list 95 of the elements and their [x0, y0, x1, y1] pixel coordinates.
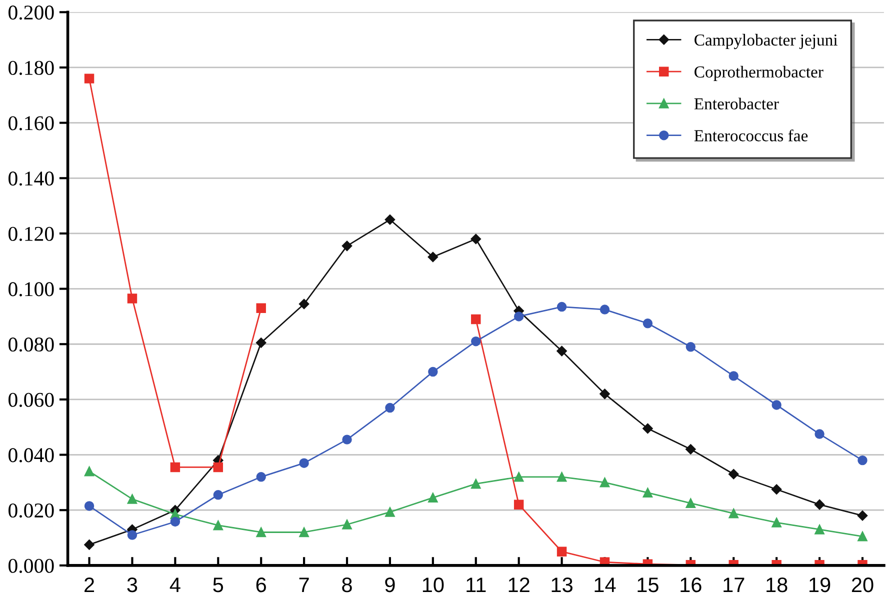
point — [256, 472, 266, 482]
point — [84, 540, 94, 550]
x-tick-label: 5 — [213, 578, 224, 592]
point — [385, 402, 395, 413]
point — [428, 492, 438, 503]
y-tick-label: 0.000 — [8, 558, 54, 573]
x-tick-label: 3 — [127, 577, 138, 592]
x-tick-label: 19 — [810, 577, 830, 592]
point — [600, 388, 610, 400]
point — [127, 494, 138, 504]
point — [385, 507, 395, 517]
x-tick-label: 15 — [638, 578, 658, 592]
point — [772, 400, 782, 410]
point — [686, 444, 696, 454]
point — [686, 498, 696, 508]
point — [213, 520, 223, 530]
point — [857, 510, 868, 521]
point — [213, 462, 223, 472]
y-tick-label: 0.060 — [8, 392, 54, 407]
y-tick-label: 0.020 — [8, 503, 54, 518]
point — [600, 304, 610, 314]
x-tick-label: 20 — [852, 577, 874, 592]
y-tick-label: 0.140 — [8, 172, 54, 186]
point — [556, 546, 567, 556]
legend-label: Enterococcus fae — [694, 129, 808, 142]
x-tick-label: 8 — [342, 577, 352, 592]
x-tick-label: 13 — [552, 577, 572, 592]
legend-label: Enterobacter — [694, 98, 779, 110]
x-tick-label: 18 — [766, 577, 788, 592]
point — [514, 312, 524, 322]
point — [127, 294, 138, 304]
x-tick-label: 16 — [680, 577, 702, 592]
legend-label: Campylobacter jejuni — [694, 34, 838, 50]
point — [84, 466, 94, 476]
point — [556, 346, 567, 356]
point — [728, 469, 739, 480]
point — [84, 501, 94, 511]
x-tick-label: 7 — [299, 578, 309, 592]
x-tick-label: 14 — [594, 578, 616, 592]
point — [600, 557, 610, 566]
point — [556, 472, 567, 482]
point — [814, 429, 824, 439]
point — [728, 508, 738, 518]
point — [342, 520, 352, 530]
point — [471, 336, 481, 346]
point — [858, 532, 868, 542]
point — [84, 74, 94, 84]
point — [299, 458, 309, 468]
point — [514, 472, 524, 482]
point — [471, 478, 481, 489]
x-tick-label: 4 — [170, 578, 180, 592]
x-tick-label: 12 — [508, 577, 530, 592]
x-tick-label: 10 — [422, 577, 444, 592]
point — [642, 423, 653, 434]
point — [298, 298, 310, 310]
point — [514, 500, 524, 510]
point — [170, 462, 180, 472]
point — [771, 484, 782, 494]
point — [814, 499, 825, 510]
point — [642, 488, 653, 498]
x-tick-label: 9 — [385, 577, 395, 592]
point — [470, 234, 481, 244]
point — [556, 302, 567, 312]
point — [213, 490, 223, 500]
point — [342, 434, 352, 444]
x-tick-label: 2 — [84, 577, 94, 592]
point — [256, 303, 266, 314]
point — [471, 314, 481, 324]
point — [428, 252, 438, 262]
point — [342, 240, 352, 252]
point — [600, 478, 610, 488]
point — [858, 455, 868, 466]
x-tick-label: 6 — [256, 577, 266, 592]
point — [728, 371, 738, 381]
point — [772, 518, 782, 528]
y-tick-label: 0.080 — [8, 338, 54, 352]
point — [384, 214, 396, 225]
point — [428, 366, 438, 377]
y-tick-label: 0.040 — [8, 448, 54, 462]
x-tick-label: 17 — [724, 578, 744, 592]
y-tick-label: 0.180 — [8, 60, 54, 76]
y-tick-label: 0.200 — [8, 6, 54, 20]
x-tick-label: 11 — [466, 578, 486, 592]
point — [299, 527, 309, 538]
point — [256, 338, 266, 348]
point — [170, 516, 180, 527]
point — [642, 318, 653, 328]
point — [686, 342, 696, 352]
point — [127, 530, 138, 540]
y-tick-label: 0.100 — [8, 282, 54, 296]
point — [814, 524, 824, 534]
point — [256, 527, 266, 538]
y-tick-label: 0.120 — [8, 226, 54, 241]
y-tick-label: 0.160 — [8, 116, 54, 130]
legend-label: Coprothermobacter — [694, 66, 824, 81]
